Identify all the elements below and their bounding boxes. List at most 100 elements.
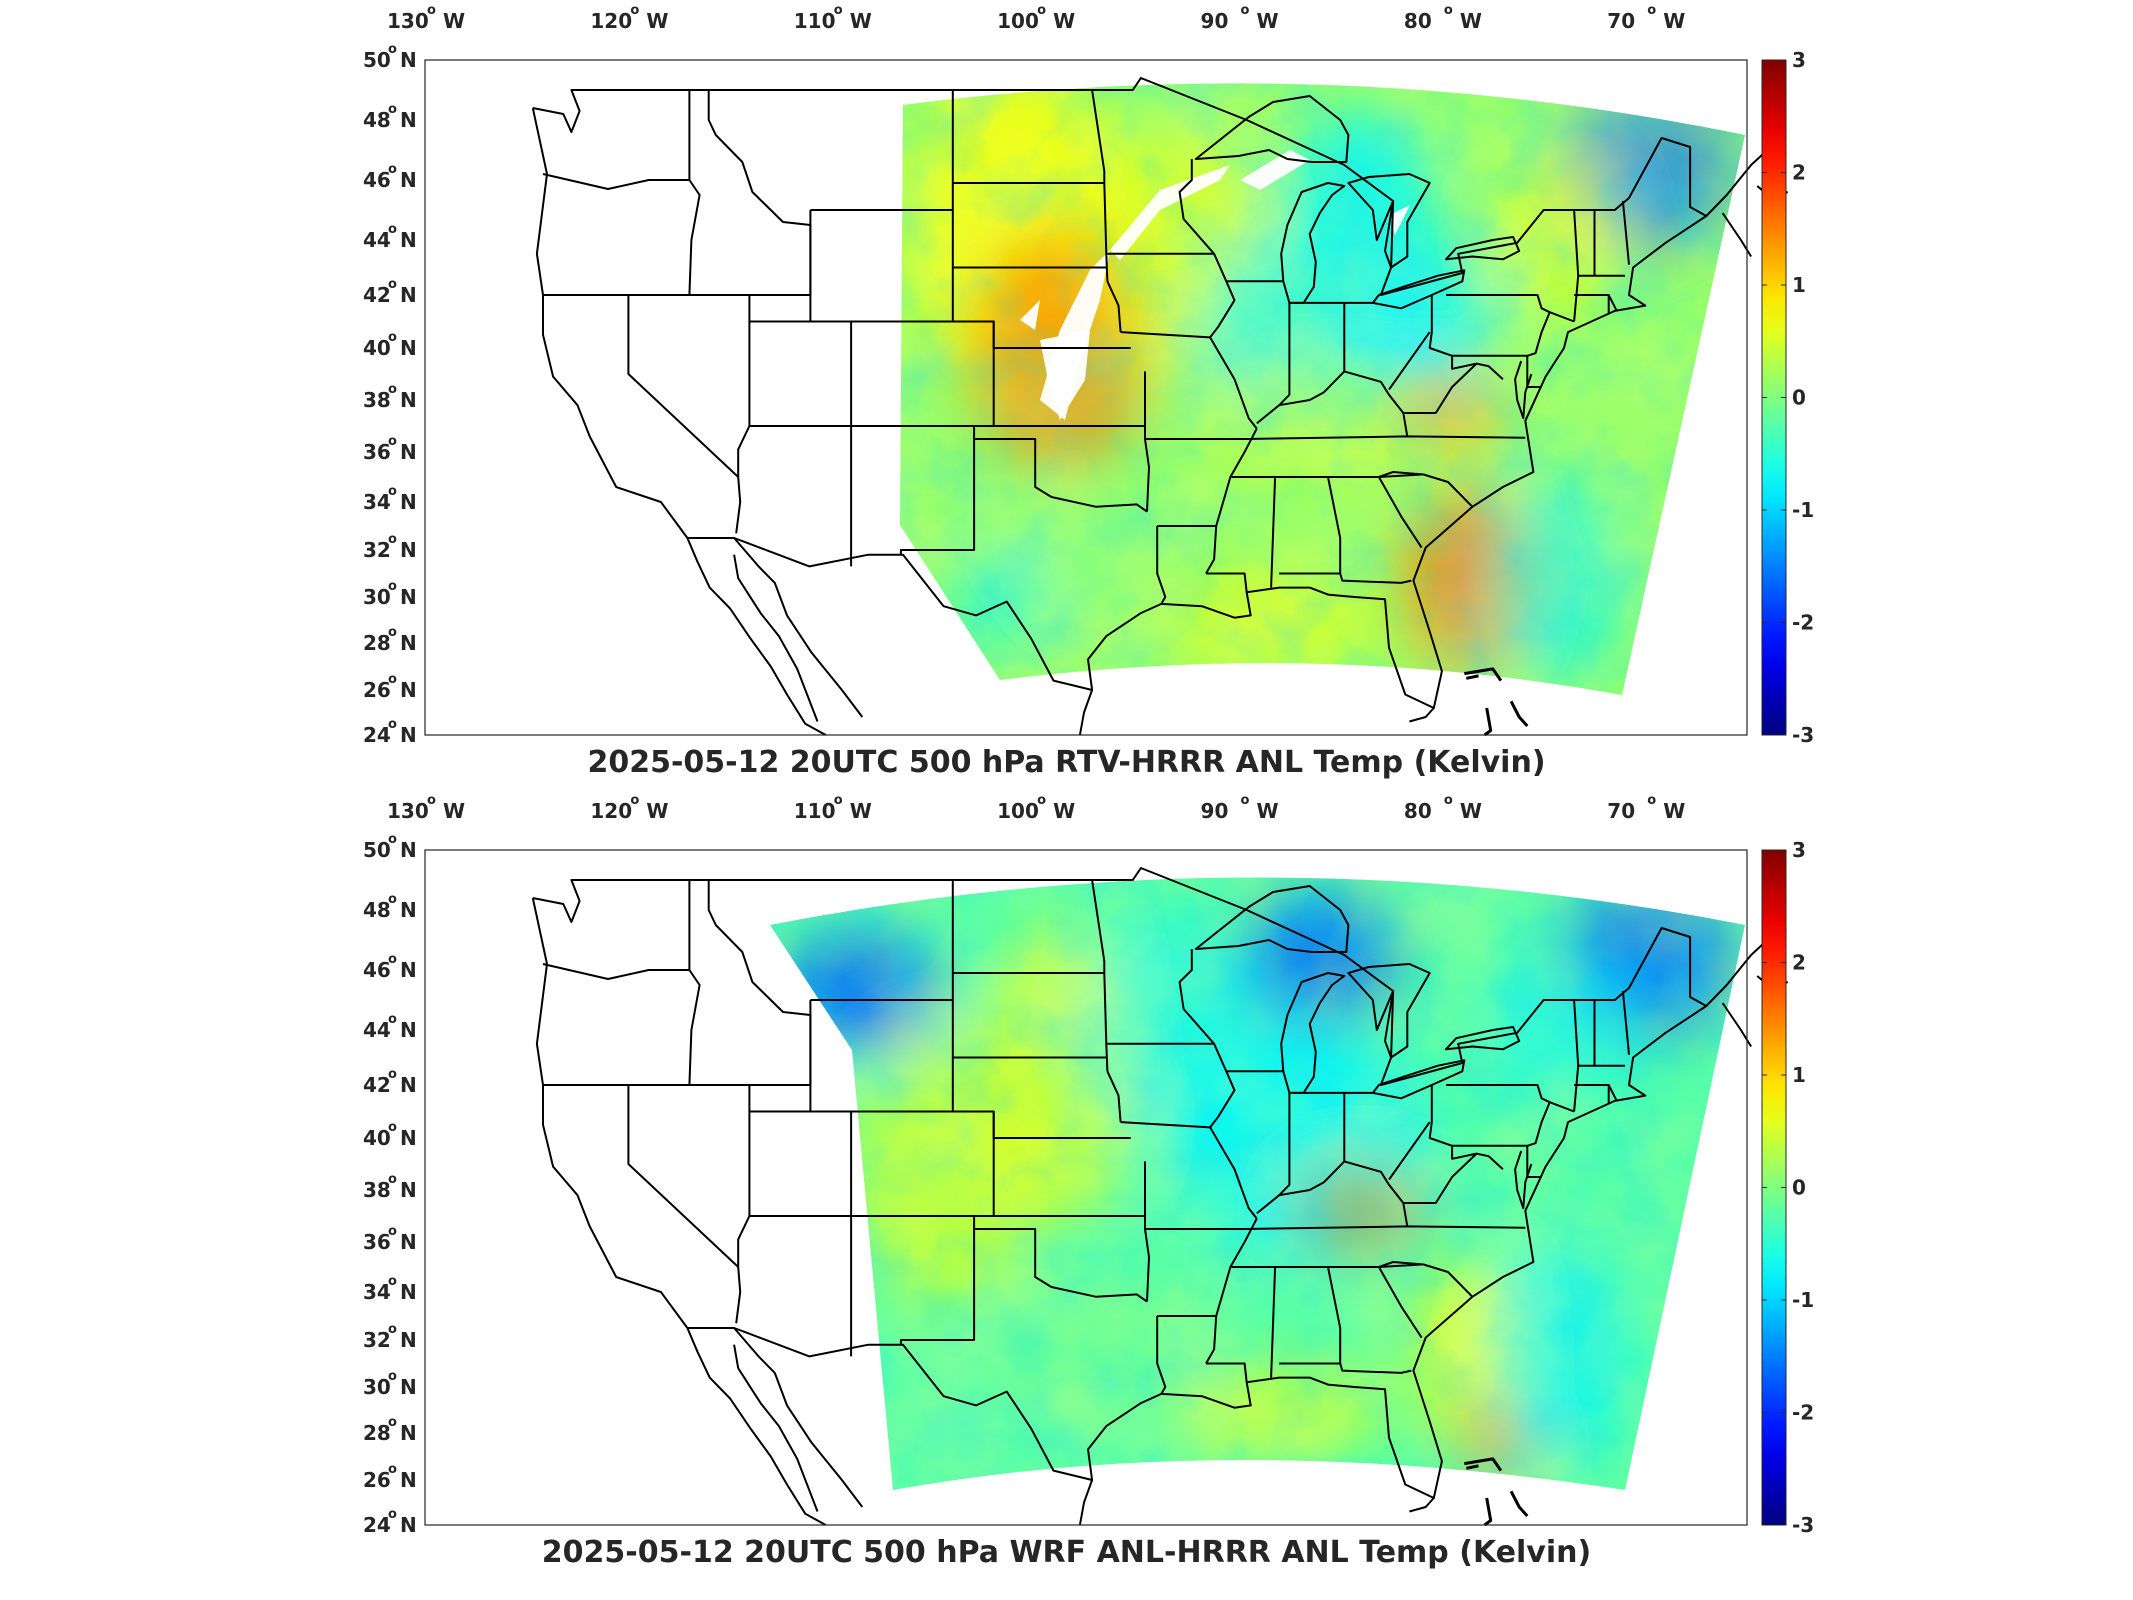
- great-lake: [1194, 885, 1350, 953]
- state-boundary: [1378, 1266, 1423, 1339]
- degree-symbol: o: [388, 892, 397, 907]
- latitude-hemisphere: N: [400, 1126, 417, 1150]
- latitude-tick-label: 32: [363, 538, 391, 562]
- map-panel-wrf-hrrr: 130 o W 120 o W 110 o W 100 o W 90 o W 80 o W 70 o W 50 o N 48 o N…: [0, 790, 2133, 1590]
- state-boundary: [1388, 331, 1431, 391]
- degree-symbol: o: [1444, 793, 1453, 808]
- longitude-tick-label: 90: [1201, 799, 1229, 823]
- latitude-tick-label: 50: [363, 838, 391, 862]
- colorbar-tick-label: -3: [1792, 723, 1814, 747]
- latitude-hemisphere: N: [400, 538, 417, 562]
- degree-symbol: o: [388, 1120, 397, 1135]
- longitude-tick-label: 80: [1404, 9, 1432, 33]
- state-boundary: [627, 1085, 739, 1268]
- coastline: [1078, 689, 1094, 736]
- latitude-tick-label: 24: [363, 723, 391, 747]
- state-boundary: [1403, 362, 1478, 414]
- longitude-hemisphere: W: [1053, 9, 1075, 33]
- latitude-tick-label: 34: [363, 1280, 391, 1304]
- state-boundary: [542, 963, 690, 980]
- colorbar-tick-label: -3: [1792, 1513, 1814, 1537]
- longitude-hemisphere: W: [443, 9, 465, 33]
- state-boundary: [809, 210, 954, 323]
- degree-symbol: o: [388, 532, 397, 547]
- latitude-hemisphere: N: [400, 283, 417, 307]
- state-boundary: [735, 295, 751, 534]
- latitude-tick-label: 30: [363, 1375, 391, 1399]
- state-boundary: [1446, 294, 1575, 323]
- longitude-hemisphere: W: [850, 9, 872, 33]
- degree-symbol: o: [630, 793, 639, 808]
- latitude-hemisphere: N: [400, 1073, 417, 1097]
- degree-symbol: o: [388, 1369, 397, 1384]
- latitude-hemisphere: N: [400, 1513, 417, 1537]
- state-boundary: [973, 1216, 1148, 1303]
- state-boundary: [1279, 1160, 1390, 1197]
- latitude-hemisphere: N: [400, 1280, 417, 1304]
- latitude-tick-label: 26: [363, 1468, 391, 1492]
- great-lake: [1194, 95, 1350, 163]
- coastline: [1514, 1150, 1533, 1210]
- us-coastline: [531, 867, 1708, 1499]
- state-boundary: [1327, 476, 1342, 574]
- degree-symbol: o: [427, 793, 436, 808]
- degree-symbol: o: [1241, 3, 1250, 18]
- longitude-hemisphere: W: [1663, 799, 1685, 823]
- state-boundary: [1270, 1266, 1277, 1378]
- degree-symbol: o: [388, 579, 397, 594]
- degree-symbol: o: [388, 672, 397, 687]
- state-boundary: [542, 173, 690, 190]
- longitude-tick-label: 70: [1607, 9, 1635, 33]
- state-boundary: [1327, 1266, 1342, 1364]
- latitude-hemisphere: N: [400, 388, 417, 412]
- state-boundary: [1279, 572, 1412, 584]
- state-boundary: [1103, 972, 1109, 1072]
- latitude-tick-label: 36: [363, 440, 391, 464]
- state-boundary: [1279, 370, 1390, 407]
- latitude-tick-label: 36: [363, 1230, 391, 1254]
- degree-symbol: o: [388, 1012, 397, 1027]
- state-boundary: [627, 295, 739, 478]
- colorbar-tick-label: 3: [1792, 48, 1806, 72]
- state-boundary: [688, 90, 701, 296]
- state-boundary: [1103, 182, 1109, 282]
- colorbar-tick-label: 1: [1792, 273, 1806, 297]
- state-boundary: [1256, 1092, 1291, 1215]
- island-outline: [1466, 1464, 1479, 1470]
- state-boundary: [1446, 1084, 1575, 1113]
- latitude-tick-label: 46: [363, 168, 391, 192]
- degree-symbol: o: [834, 3, 843, 18]
- degree-symbol: o: [388, 1224, 397, 1239]
- degree-symbol: o: [388, 484, 397, 499]
- longitude-tick-label: 70: [1607, 799, 1635, 823]
- great-lake: [1347, 173, 1431, 269]
- state-boundary: [707, 90, 812, 295]
- longitude-tick-label: 120: [590, 799, 632, 823]
- latitude-hemisphere: N: [400, 1018, 417, 1042]
- state-boundary: [1378, 1261, 1474, 1298]
- great-lake: [1347, 963, 1431, 1059]
- degree-symbol: o: [388, 102, 397, 117]
- coastline: [733, 1327, 864, 1508]
- colorbar-tick-label: -2: [1792, 611, 1814, 635]
- latitude-hemisphere: N: [400, 108, 417, 132]
- map-panel-rtv-hrrr: 130 o W 120 o W 110 o W 100 o W 90 o W 80 o W 70 o W 50 o N 48 o N…: [363, 3, 1814, 780]
- state-boundary: [1428, 295, 1528, 357]
- degree-symbol: o: [388, 277, 397, 292]
- island-outline: [1464, 667, 1503, 682]
- degree-symbol: o: [427, 3, 436, 18]
- latitude-tick-label: 40: [363, 1126, 391, 1150]
- coastline: [1409, 707, 1435, 723]
- colorbar-tick-label: 2: [1792, 951, 1806, 975]
- longitude-hemisphere: W: [646, 799, 668, 823]
- latitude-hemisphere: N: [400, 1468, 417, 1492]
- degree-symbol: o: [388, 162, 397, 177]
- degree-symbol: o: [834, 793, 843, 808]
- great-lake: [1280, 972, 1346, 1094]
- longitude-tick-label: 110: [794, 9, 836, 33]
- state-boundary: [1209, 253, 1236, 339]
- coastline: [1721, 212, 1752, 258]
- temperature-anomaly-field: [900, 83, 1745, 695]
